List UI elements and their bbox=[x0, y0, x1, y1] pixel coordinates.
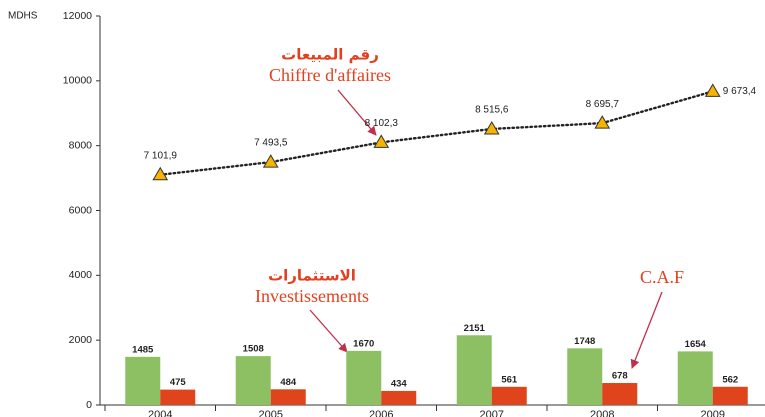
x-tick-label: 2009 bbox=[701, 409, 725, 417]
bar-label: 1670 bbox=[353, 338, 374, 349]
annotation: C.A.F bbox=[640, 267, 684, 287]
bar bbox=[491, 386, 527, 405]
y-tick-label: 6000 bbox=[69, 204, 93, 216]
bar-label: 475 bbox=[170, 377, 187, 388]
x-tick-label: 2008 bbox=[590, 409, 614, 417]
bar-label: 1748 bbox=[574, 336, 595, 347]
annotation: الاستثمارات bbox=[268, 267, 356, 285]
marker bbox=[594, 115, 611, 129]
data-label: 7 493,5 bbox=[254, 138, 288, 149]
bar-label: 2151 bbox=[464, 323, 486, 334]
marker bbox=[262, 154, 279, 168]
bar bbox=[677, 351, 713, 405]
y-tick-label: 0 bbox=[86, 399, 92, 411]
data-label: 8 102,3 bbox=[365, 118, 399, 129]
x-tick-label: 2005 bbox=[259, 409, 283, 417]
x-tick-label: 2007 bbox=[480, 409, 504, 417]
bar-label: 484 bbox=[280, 377, 297, 388]
marker bbox=[373, 134, 390, 148]
y-tick-label: 8000 bbox=[69, 139, 93, 151]
arrow bbox=[337, 89, 377, 136]
x-tick-label: 2004 bbox=[148, 409, 172, 417]
marker bbox=[483, 120, 500, 135]
bar-label: 562 bbox=[722, 374, 738, 385]
x-tick-label: 2006 bbox=[369, 409, 393, 417]
bar-label: 561 bbox=[501, 374, 518, 385]
bar bbox=[456, 335, 492, 405]
data-label: 8 695,7 bbox=[586, 99, 620, 110]
bar-label: 1654 bbox=[685, 339, 707, 350]
bar bbox=[270, 389, 306, 405]
bar bbox=[712, 386, 748, 405]
marker bbox=[704, 83, 721, 97]
annotation: Investissements bbox=[255, 286, 369, 306]
bar-label: 1508 bbox=[243, 344, 264, 355]
bar bbox=[235, 356, 271, 405]
arrow bbox=[309, 309, 348, 353]
data-label: 8 515,6 bbox=[475, 105, 509, 116]
annotation: Chiffre d'affaires bbox=[269, 65, 391, 85]
annotation: رقم المبيعات bbox=[281, 46, 379, 64]
bar-label: 434 bbox=[391, 378, 408, 389]
y-tick-label: 2000 bbox=[69, 334, 93, 346]
bar-label: 1485 bbox=[132, 344, 154, 355]
y-axis-label: MDHS bbox=[8, 11, 38, 22]
y-tick-label: 10000 bbox=[63, 75, 92, 87]
arrow bbox=[630, 291, 663, 369]
bar-label: 678 bbox=[612, 371, 628, 382]
bar bbox=[567, 348, 603, 405]
bar bbox=[125, 356, 161, 405]
bar bbox=[346, 350, 382, 405]
bar bbox=[381, 390, 417, 405]
marker bbox=[152, 166, 169, 181]
data-label: 7 101,9 bbox=[144, 150, 178, 161]
y-tick-label: 4000 bbox=[69, 269, 93, 281]
y-tick-label: 12000 bbox=[63, 10, 92, 22]
bar bbox=[602, 383, 638, 405]
data-label: 9 673,4 bbox=[723, 86, 757, 97]
line bbox=[159, 90, 714, 176]
bar bbox=[160, 389, 196, 405]
